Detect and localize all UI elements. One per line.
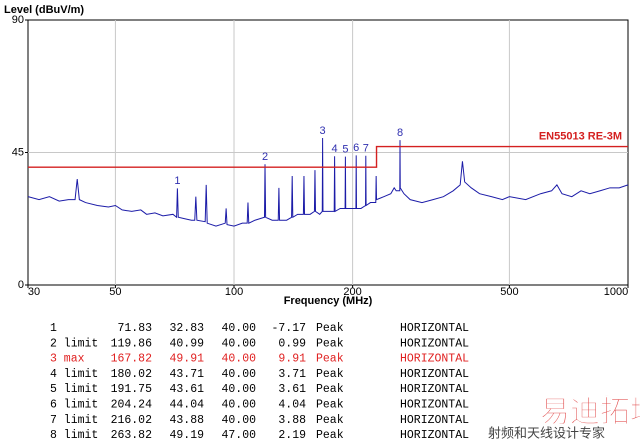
table-cell: HORIZONTAL [400,383,469,396]
table-cell: 0.99 [278,337,306,350]
table-cell: Peak [316,414,344,427]
table-cell: HORIZONTAL [400,337,469,350]
table-cell: HORIZONTAL [400,429,469,442]
table-cell: Peak [316,337,344,350]
table-cell: 9.91 [278,353,306,366]
table-cell: 7 limit [50,414,98,427]
watermark-subtitle: 射频和天线设计专家 [488,425,605,440]
table-cell: 119.86 [111,337,153,350]
table-cell: 6 limit [50,399,98,412]
table-cell: Peak [316,399,344,412]
x-tick-label: 1000 [604,286,628,298]
table-cell: 180.02 [111,368,153,381]
marker-label: 5 [342,143,348,155]
legend-label: EN55013 RE-3M [539,131,622,143]
table-cell: 49.91 [169,353,204,366]
table-cell: 4.04 [278,399,306,412]
table-cell: 3.61 [278,383,306,396]
table-cell: 40.00 [221,353,256,366]
marker-label: 3 [320,125,326,137]
table-cell: 43.88 [169,414,204,427]
table-cell: 2.19 [278,429,306,442]
table-cell: Peak [316,353,344,366]
watermark-title: 易迪拓培训 [540,395,640,429]
x-tick-label: 100 [225,286,243,298]
table-cell: 49.19 [169,429,204,442]
table-cell: 40.00 [221,414,256,427]
x-tick-label: 30 [28,286,40,298]
table-cell: HORIZONTAL [400,322,469,335]
x-tick-label: 500 [500,286,518,298]
x-tick-label: 200 [343,286,361,298]
table-cell: 40.00 [221,337,256,350]
marker-label: 7 [363,143,369,155]
marker-label: 8 [397,127,403,139]
table-cell: Peak [316,322,344,335]
table-cell: 71.83 [117,322,152,335]
y-tick-label: 45 [12,146,24,158]
table-cell: HORIZONTAL [400,399,469,412]
table-cell: 40.00 [221,368,256,381]
table-cell: HORIZONTAL [400,414,469,427]
table-cell: 2 limit [50,337,98,350]
y-axis-label: Level (dBuV/m) [4,4,84,16]
table-cell: 191.75 [111,383,153,396]
marker-label: 1 [174,175,180,187]
table-cell: 40.00 [221,322,256,335]
table-cell: 204.24 [111,399,153,412]
table-cell: Peak [316,368,344,381]
table-cell: 44.04 [169,399,204,412]
table-cell: 8 limit [50,429,98,442]
table-cell: 5 limit [50,383,98,396]
table-cell: HORIZONTAL [400,368,469,381]
table-cell: HORIZONTAL [400,353,469,366]
table-cell: 216.02 [111,414,153,427]
table-cell: Peak [316,383,344,396]
table-cell: 167.82 [111,353,153,366]
marker-label: 4 [332,143,338,155]
table-cell: 263.82 [111,429,153,442]
table-cell: 4 limit [50,368,98,381]
table-cell: 3 max [50,353,85,366]
x-axis-label: Frequency (MHz) [284,295,373,307]
table-cell: 3.71 [278,368,306,381]
table-cell: Peak [316,429,344,442]
table-cell: 3.88 [278,414,306,427]
table-cell: 43.61 [169,383,204,396]
table-cell: 47.00 [221,429,256,442]
table-cell: 40.00 [221,399,256,412]
y-tick-label: 0 [18,279,24,291]
table-cell: -7.17 [271,322,306,335]
table-cell: 1 [50,322,57,335]
y-tick-label: 90 [12,14,24,26]
x-tick-label: 50 [109,286,121,298]
table-cell: 43.71 [169,368,204,381]
series-line [28,145,628,168]
table-cell: 40.00 [221,383,256,396]
marker-label: 6 [353,142,359,154]
marker-label: 2 [262,151,268,163]
table-cell: 40.99 [169,337,204,350]
table-cell: 32.83 [169,322,204,335]
series-line [27,138,629,227]
